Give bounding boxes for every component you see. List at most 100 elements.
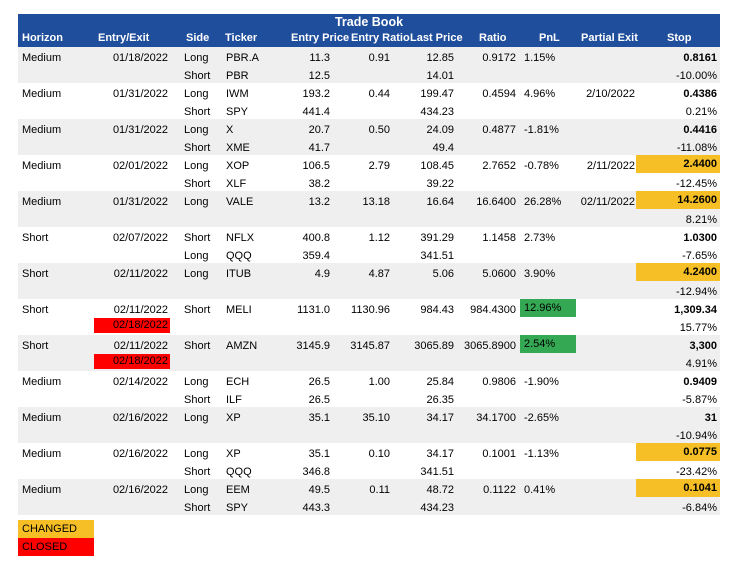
stop-cell: 0.0775: [636, 443, 720, 461]
ratio-cell: 0.1122: [483, 484, 516, 496]
entry-ratio-cell: 1130.96: [351, 304, 390, 316]
stop-pct-cell: -11.08%: [676, 142, 717, 154]
side-cell: Long: [184, 250, 209, 262]
ticker-cell: X: [226, 124, 234, 136]
ticker-cell: IWM: [226, 88, 249, 100]
side-cell: Short: [184, 232, 211, 244]
stop-cell: 2.4400: [636, 155, 720, 173]
ratio-cell: 34.1700: [476, 412, 516, 424]
stop-pct-cell: 15.77%: [679, 322, 717, 334]
pnl-cell: 3.90%: [524, 268, 556, 280]
col-last-price: Last Price: [410, 32, 463, 44]
pnl-cell: -2.65%: [524, 412, 559, 424]
ratio-cell: 0.4594: [482, 88, 516, 100]
entry-price-cell: 38.2: [308, 178, 330, 190]
entry-ratio-cell: 1.12: [368, 232, 390, 244]
pnl-cell: 4.96%: [524, 88, 556, 100]
stop-cell: 0.4386: [683, 88, 717, 100]
stop-cell: 1.0300: [683, 232, 717, 244]
ratio-cell: 0.9172: [482, 52, 516, 64]
stop-cell: 0.8161: [683, 52, 717, 64]
pnl-cell: -0.78%: [524, 160, 559, 172]
trade-row: Medium 01/31/2022 Long X 20.7 24.09 Short XME 41…: [18, 119, 720, 155]
entry-ratio-cell: 0.11: [369, 484, 390, 496]
side-cell: Long: [184, 160, 209, 172]
horizon-cell: Short: [22, 340, 49, 352]
entry-ratio-cell: 13.18: [362, 196, 390, 208]
stop-cell: 14.2600: [636, 191, 720, 209]
entry-ratio-cell: 3145.87: [350, 340, 390, 352]
entry-date-cell: 02/01/2022: [112, 160, 168, 172]
ticker-cell: PBR: [226, 70, 249, 82]
ratio-cell: 16.6400: [476, 196, 516, 208]
ticker-cell: QQQ: [226, 466, 252, 478]
last-price-cell: 49.4: [432, 142, 454, 154]
entry-date-cell: 02/11/2022: [113, 268, 168, 280]
last-price-cell: 984.43: [420, 304, 454, 316]
stop-cell: 4.2400: [636, 263, 720, 281]
stop-cell: 3,300: [689, 340, 717, 352]
ticker-cell: QQQ: [226, 250, 252, 262]
pnl-cell: 0.41%: [524, 484, 556, 496]
trade-row: Short 02/11/2022 02/18/2022 Short AMZN 3145.9…: [18, 335, 720, 371]
col-entry-ratio: Entry Ratio: [351, 32, 410, 44]
entry-price-cell: 193.2: [302, 88, 330, 100]
col-partial-exit: Partial Exit: [581, 32, 638, 44]
legend-closed: CLOSED: [18, 538, 94, 556]
entry-date-cell: 02/14/2022: [112, 376, 168, 388]
side-cell: Short: [184, 304, 211, 316]
side-cell: Long: [184, 52, 209, 64]
partial-exit-cell: 02/11/2022: [580, 196, 635, 208]
stop-pct-cell: -7.65%: [682, 250, 717, 262]
entry-date-cell: 01/31/2022: [112, 124, 168, 136]
exit-date-cell: 02/18/2022: [94, 318, 170, 333]
stop-cell: 0.1041: [636, 479, 720, 497]
last-price-cell: 25.84: [426, 376, 454, 388]
side-cell: Short: [184, 340, 211, 352]
stop-pct-cell: -10.94%: [676, 430, 717, 442]
side-cell: Short: [184, 502, 211, 514]
pnl-cell: -1.90%: [524, 376, 559, 388]
entry-date-cell: 02/11/2022: [113, 340, 168, 352]
horizon-cell: Medium: [22, 448, 62, 460]
trade-row: Medium 02/14/2022 Long ECH 26.5 25.84 Short ILF…: [18, 371, 720, 407]
last-price-cell: 434.23: [420, 106, 454, 118]
entry-price-cell: 49.5: [308, 484, 330, 496]
entry-price-cell: 12.5: [308, 70, 330, 82]
ticker-cell: ITUB: [226, 268, 252, 280]
side-cell: Long: [184, 484, 209, 496]
entry-date-cell: 02/16/2022: [112, 412, 168, 424]
entry-date-cell: 01/31/2022: [112, 88, 168, 100]
trade-row: Medium 02/16/2022 Long EEM 49.5 48.72 Short SPY…: [18, 479, 720, 515]
stop-pct-cell: 8.21%: [685, 214, 717, 226]
entry-price-cell: 13.2: [308, 196, 330, 208]
last-price-cell: 108.45: [420, 160, 454, 172]
entry-price-cell: 346.8: [302, 466, 330, 478]
trade-row: Medium 01/18/2022 Long PBR.A 11.3 12.85 Short P…: [18, 47, 720, 83]
entry-price-cell: 20.7: [308, 124, 330, 136]
trade-row: Short 02/11/2022 02/18/2022 Short MELI 1131.0…: [18, 299, 720, 335]
col-entry-price: Entry Price: [291, 32, 350, 44]
last-price-cell: 26.35: [426, 394, 454, 406]
partial-exit-cell: 2/11/2022: [586, 160, 635, 172]
side-cell: Short: [184, 106, 211, 118]
ticker-cell: VALE: [226, 196, 254, 208]
entry-ratio-cell: 0.91: [368, 52, 390, 64]
entry-ratio-cell: 35.10: [362, 412, 390, 424]
entry-price-cell: 4.9: [314, 268, 330, 280]
horizon-cell: Medium: [22, 52, 62, 64]
horizon-cell: Short: [22, 232, 49, 244]
stop-pct-cell: -23.42%: [676, 466, 717, 478]
side-cell: Long: [184, 448, 209, 460]
trade-row: Medium 01/31/2022 Long IWM 193.2 199.47 Short S…: [18, 83, 720, 119]
entry-ratio-cell: 4.87: [368, 268, 390, 280]
col-stop: Stop: [667, 32, 692, 44]
ticker-cell: XOP: [226, 160, 250, 172]
entry-price-cell: 441.4: [302, 106, 330, 118]
ticker-cell: PBR.A: [226, 52, 260, 64]
entry-date-cell: 01/18/2022: [112, 52, 168, 64]
last-price-cell: 341.51: [420, 466, 454, 478]
pnl-cell: 26.28%: [524, 196, 562, 208]
last-price-cell: 341.51: [420, 250, 454, 262]
trade-book-table: Trade Book Horizon Entry/Exit Side Ticke…: [18, 14, 720, 515]
